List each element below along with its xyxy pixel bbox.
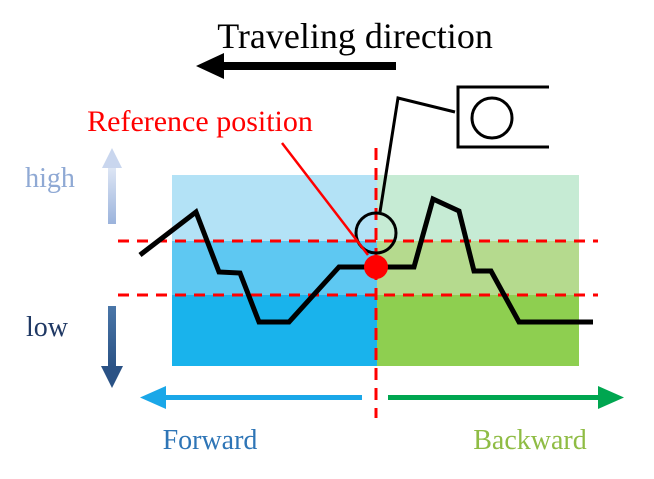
backward-region bbox=[377, 175, 579, 366]
forward-label: Forward bbox=[163, 425, 258, 456]
sensor-icon bbox=[456, 85, 549, 149]
forward-region bbox=[172, 175, 377, 366]
reference-position-dot bbox=[364, 255, 388, 279]
diagram-title: Traveling direction bbox=[217, 16, 493, 56]
backward-arrow-icon bbox=[388, 386, 624, 409]
left-arrow-icon bbox=[196, 53, 396, 79]
up-arrow-icon bbox=[102, 148, 122, 224]
reference-position-label: Reference position bbox=[87, 105, 313, 138]
backward-label: Backward bbox=[473, 425, 587, 456]
forward-arrow-icon bbox=[140, 386, 362, 409]
reference-pointer-line bbox=[281, 142, 369, 256]
sensor-beam-line bbox=[378, 96, 456, 213]
high-label: high bbox=[25, 163, 75, 194]
down-arrow-icon bbox=[101, 306, 123, 388]
low-label: low bbox=[26, 312, 69, 343]
measurement-spot-circle bbox=[354, 211, 398, 255]
